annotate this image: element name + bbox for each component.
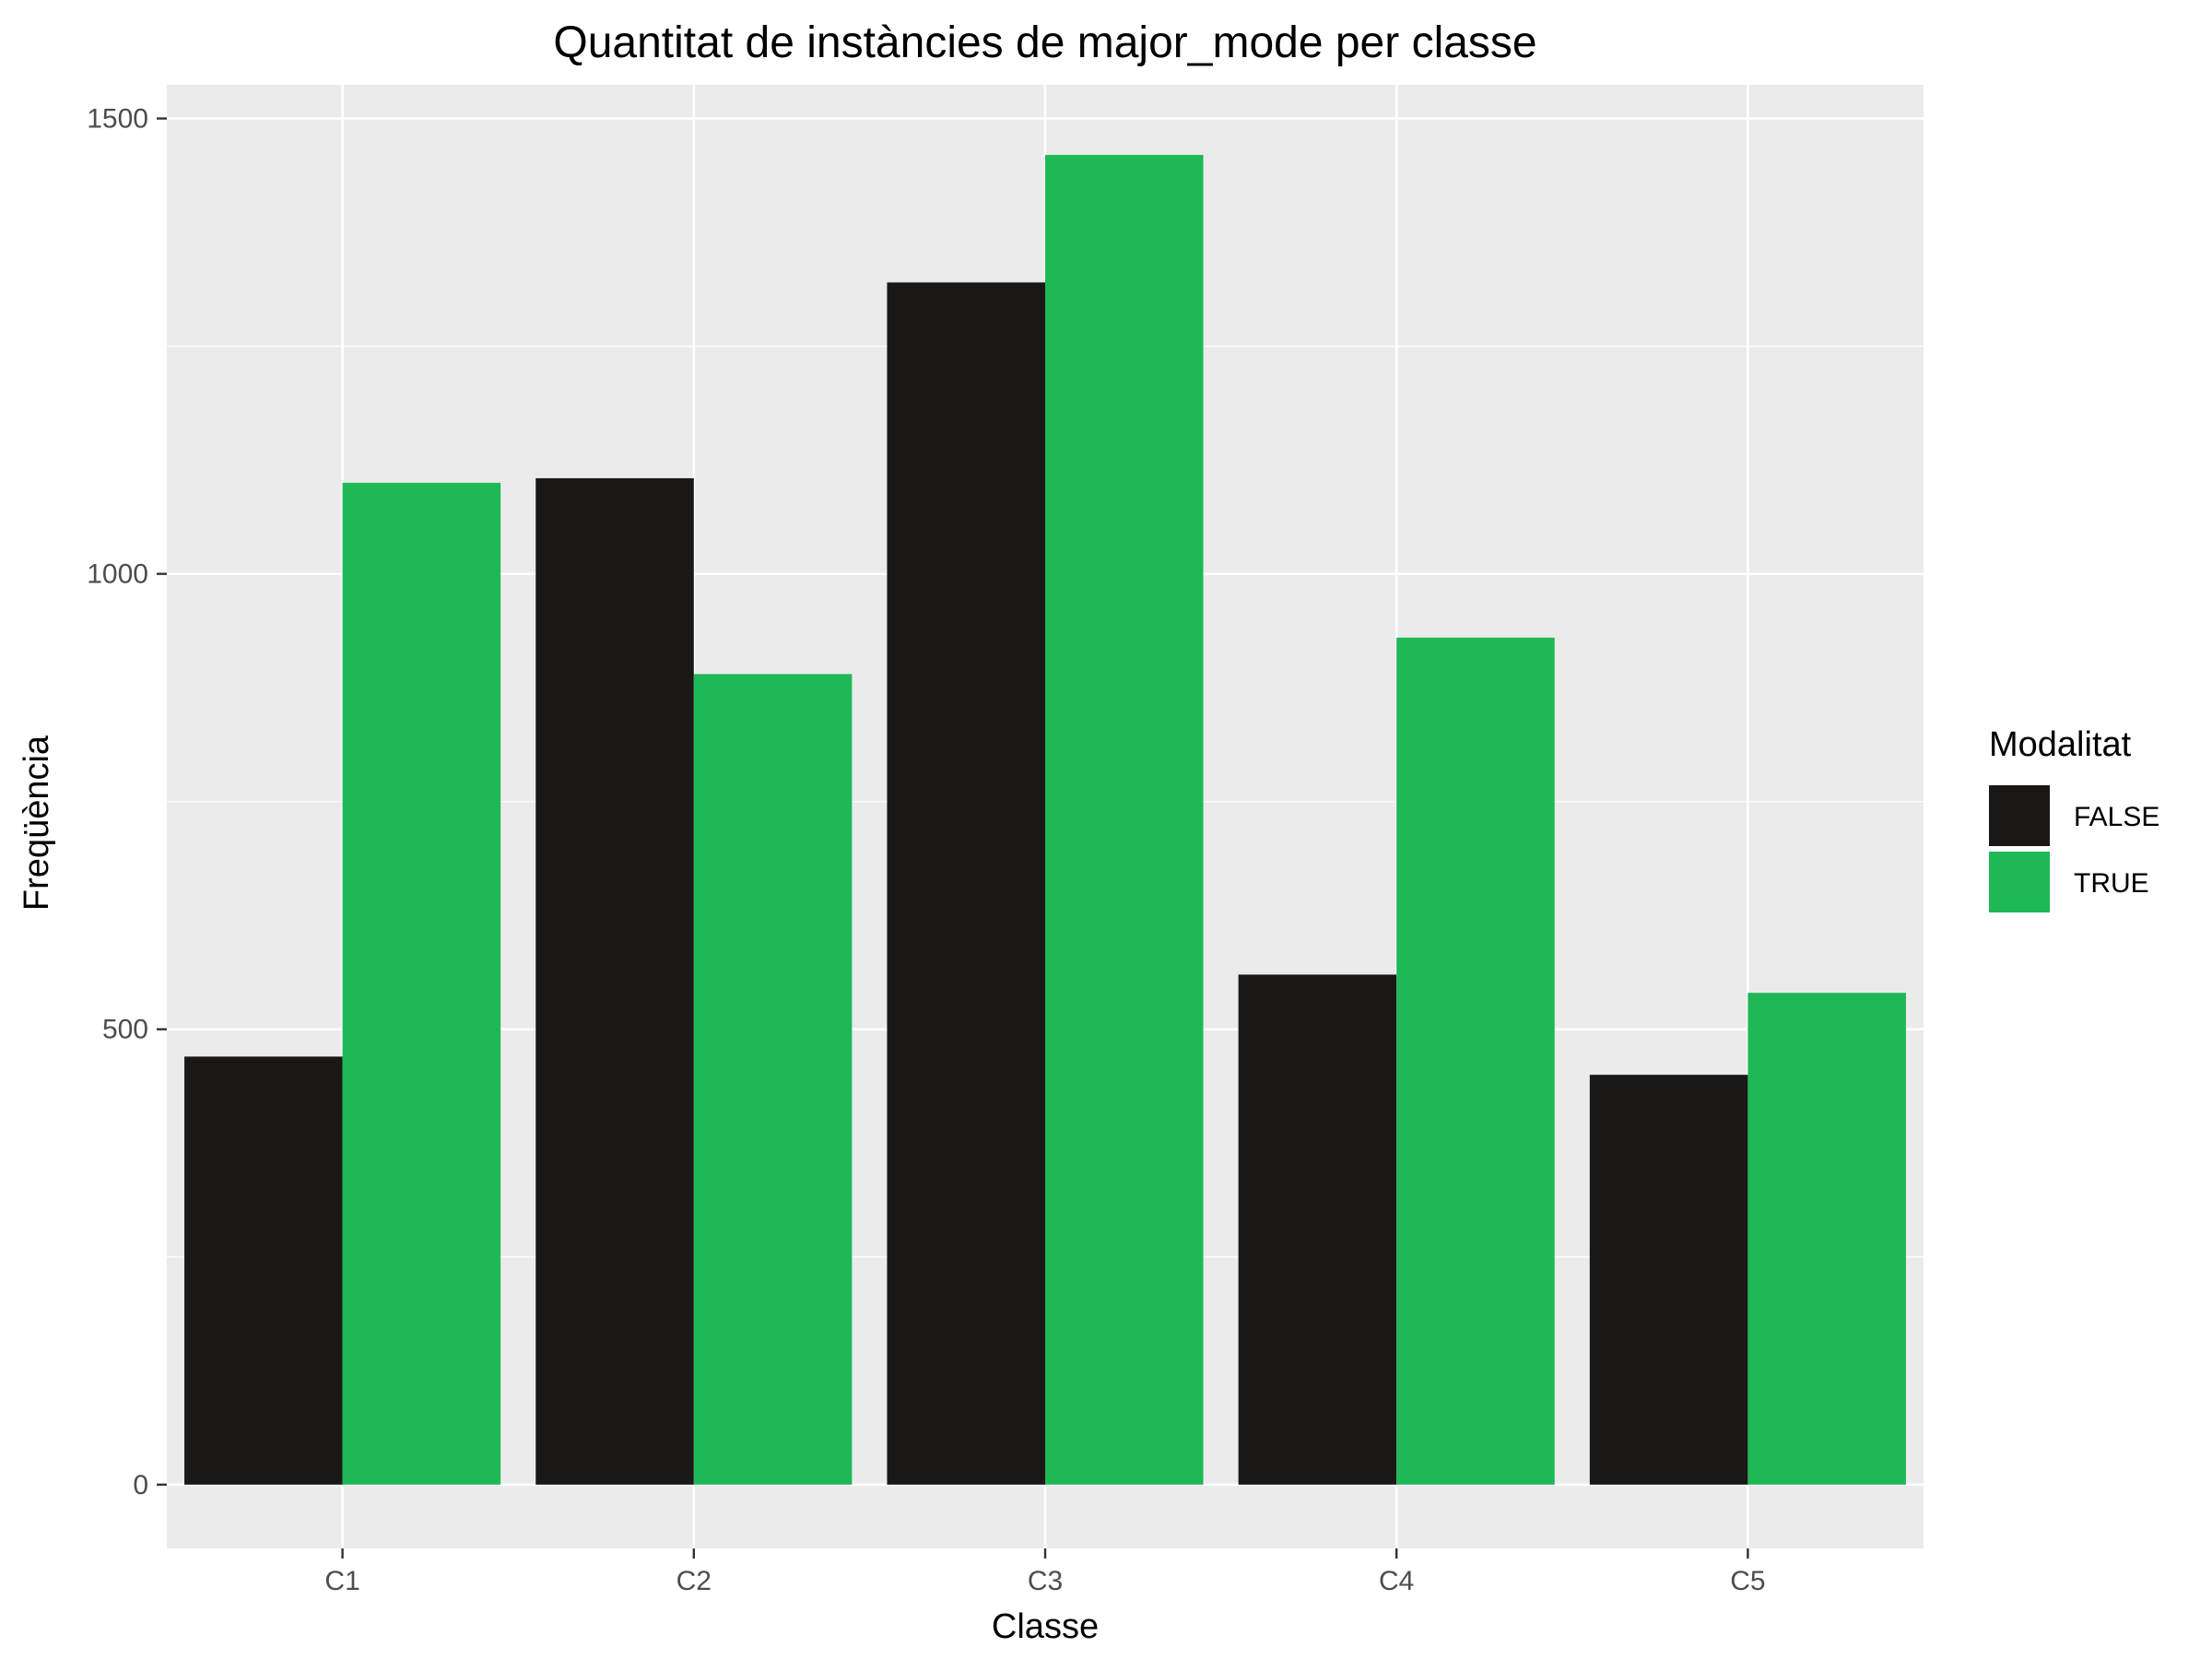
x-tick-label: C1: [324, 1566, 359, 1596]
bar-c2-false: [535, 477, 694, 1485]
bar-c5-true: [1747, 993, 1906, 1485]
axes: 0 500 1000 1500 C1 C2 C3 C4 C5: [87, 104, 1765, 1596]
y-tick-label: 1000: [87, 559, 148, 590]
bars: [184, 155, 1906, 1485]
y-tick-label: 0: [133, 1470, 148, 1500]
bar-c2-true: [693, 674, 853, 1485]
bar-c4-true: [1396, 637, 1555, 1485]
x-tick-label: C5: [1730, 1566, 1765, 1596]
x-tick-label: C3: [1028, 1566, 1063, 1596]
legend-items: FALSE TRUE: [1989, 785, 2159, 912]
bar-c3-false: [887, 282, 1045, 1485]
legend: Modalitat FALSE TRUE: [1989, 725, 2159, 912]
legend-label-true: TRUE: [2074, 868, 2149, 899]
legend-item-true: TRUE: [1989, 852, 2149, 912]
legend-item-false: FALSE: [1989, 785, 2159, 846]
legend-key-true: [1989, 852, 2050, 912]
x-axis-title: Classe: [992, 1607, 1099, 1646]
chart-title: Quantitat de instàncies de major_mode pe…: [553, 18, 1536, 67]
x-tick-label: C4: [1379, 1566, 1414, 1596]
bar-c3-true: [1045, 155, 1204, 1485]
bar-c5-false: [1589, 1075, 1748, 1485]
bar-c1-true: [342, 482, 501, 1485]
legend-key-false: [1989, 785, 2050, 846]
bar-c4-false: [1238, 974, 1397, 1485]
y-axis-title: Freqüència: [18, 735, 56, 911]
legend-title: Modalitat: [1989, 725, 2132, 764]
legend-label-false: FALSE: [2074, 802, 2159, 832]
y-tick-label: 1500: [87, 104, 148, 135]
x-tick-label: C2: [677, 1566, 712, 1596]
y-tick-label: 500: [102, 1015, 148, 1045]
bar-c1-false: [184, 1056, 343, 1485]
